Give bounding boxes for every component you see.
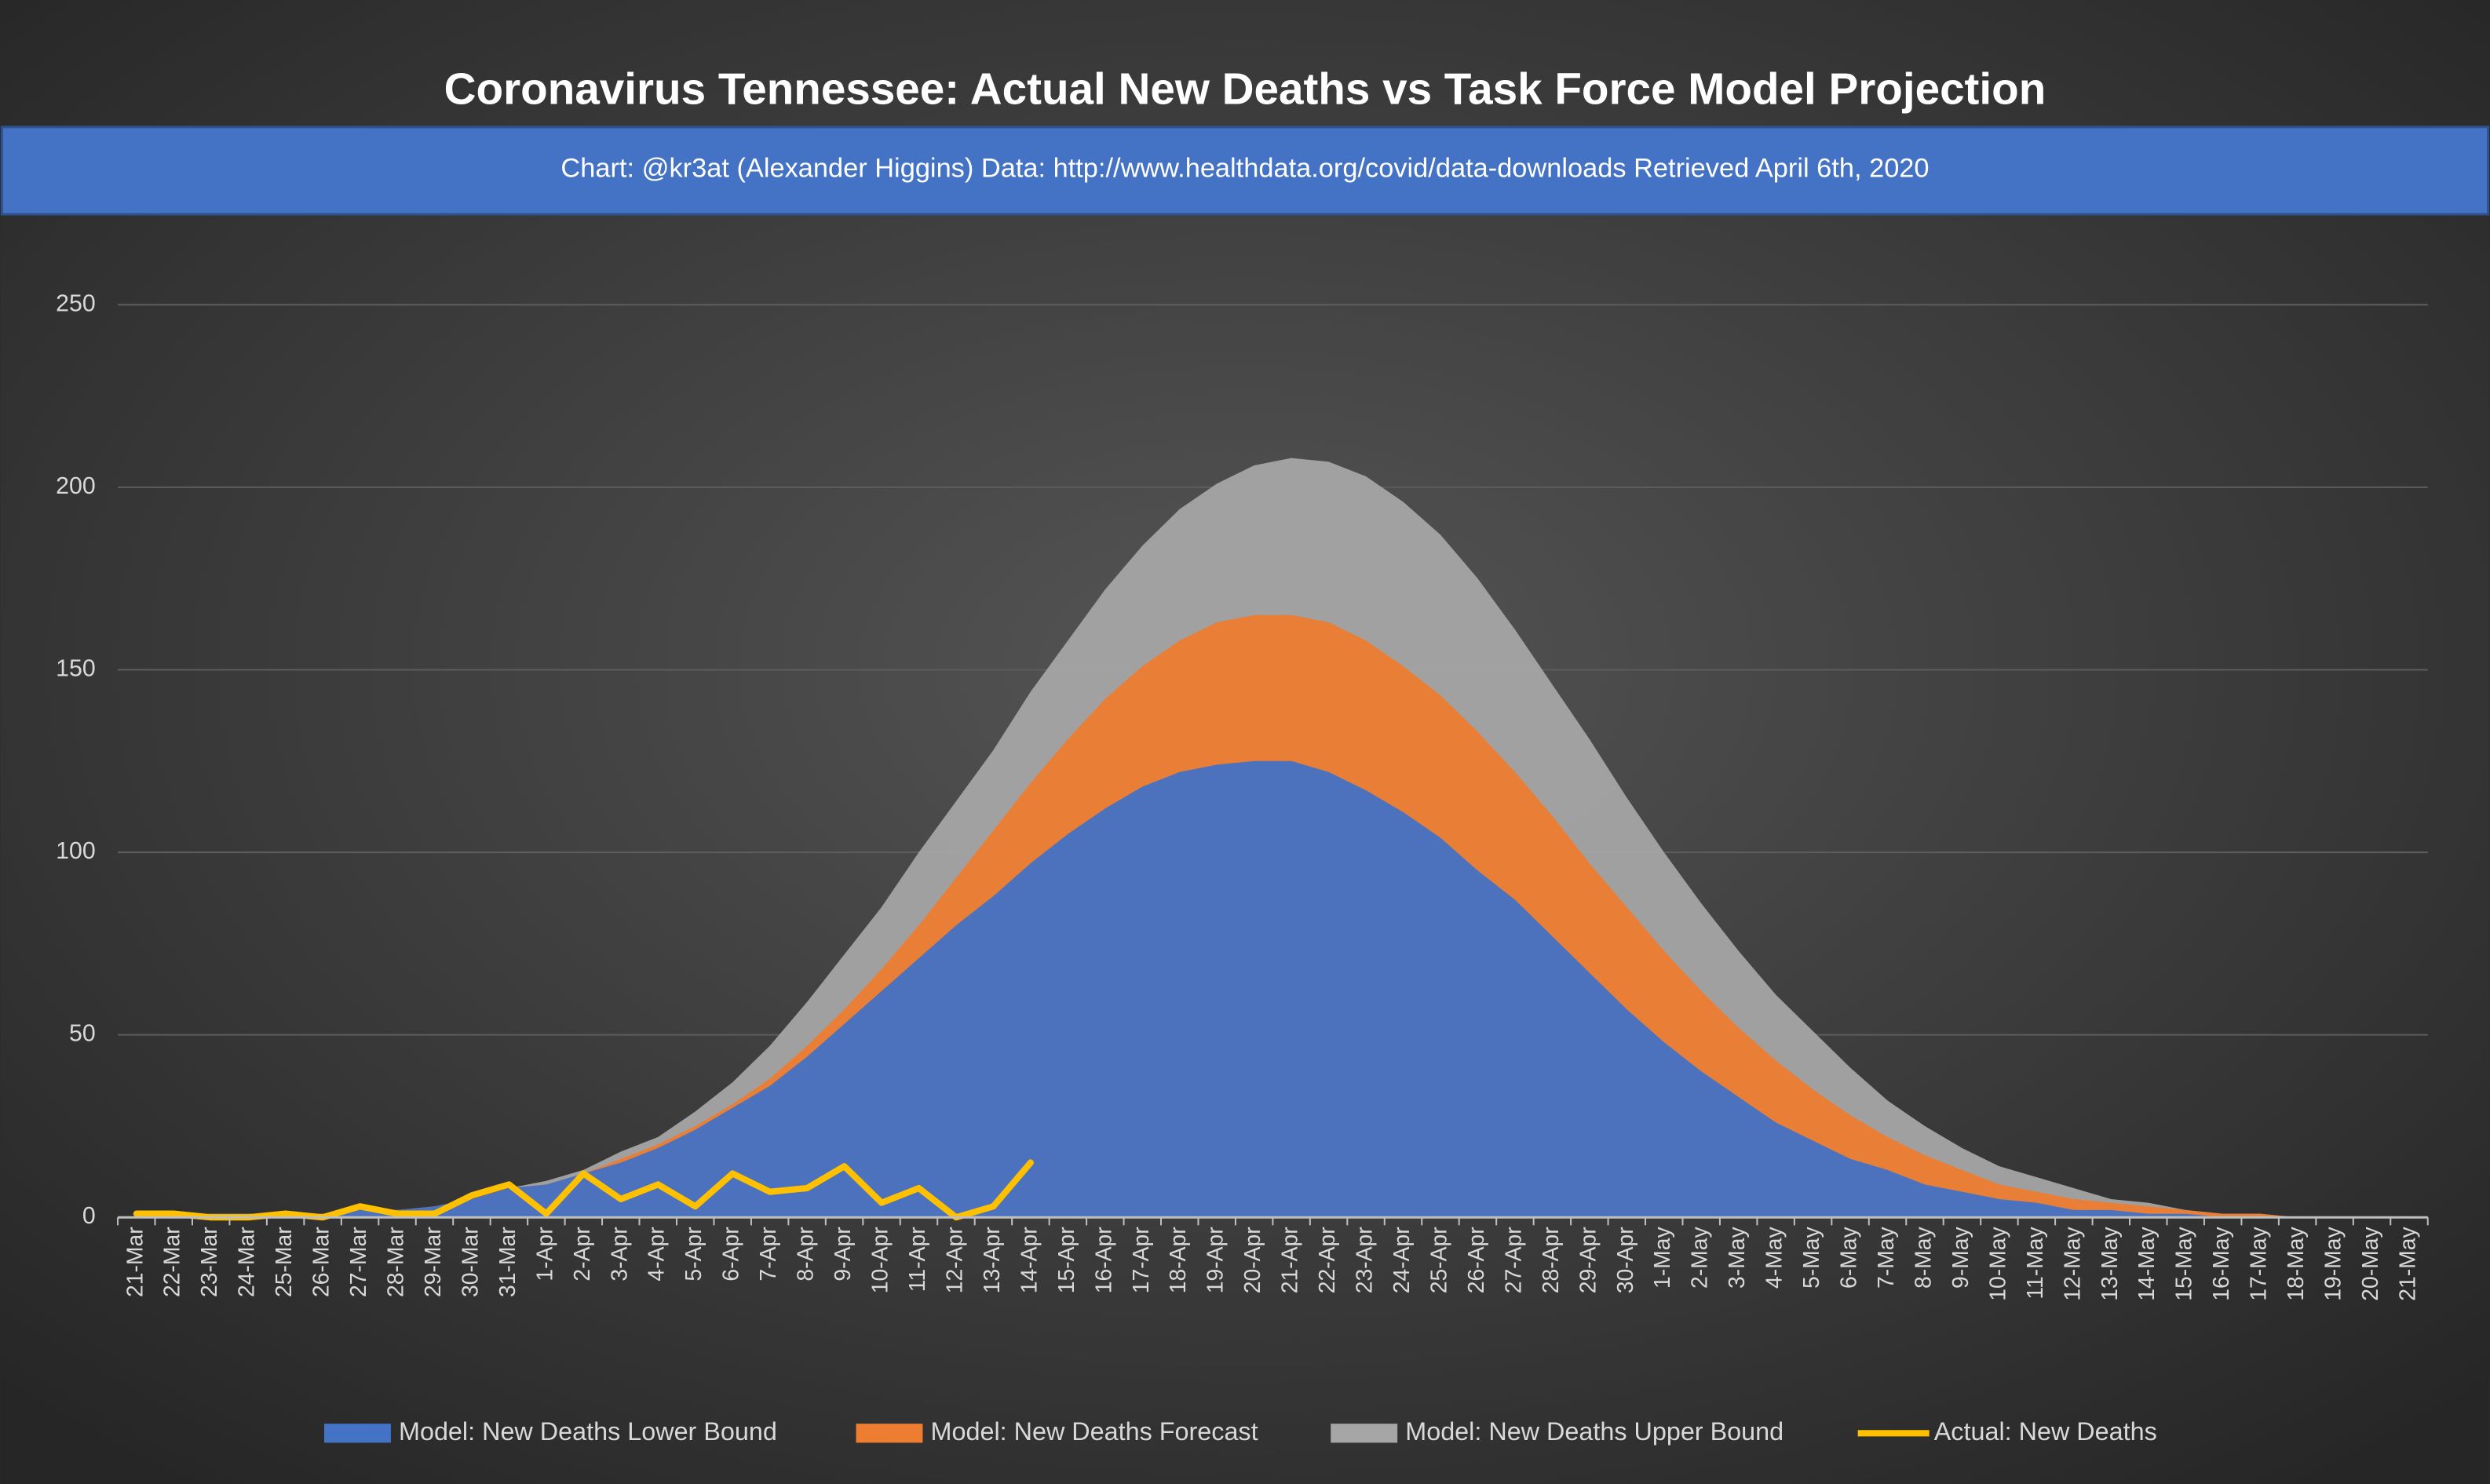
x-tick-label: 9-Apr	[830, 1227, 855, 1281]
x-tick-label: 19-Apr	[1203, 1227, 1228, 1293]
x-tick-label: 3-May	[1724, 1227, 1749, 1289]
x-tick-label: 16-Apr	[1090, 1227, 1115, 1293]
x-tick-label: 10-Apr	[867, 1227, 893, 1293]
x-tick-label: 12-May	[2059, 1227, 2084, 1301]
x-tick-label: 16-May	[2208, 1227, 2233, 1301]
y-tick-label: 0	[82, 1203, 96, 1229]
area	[136, 760, 2410, 1218]
x-tick-label: 8-Apr	[793, 1227, 818, 1281]
x-tick-label: 26-Apr	[1463, 1227, 1488, 1293]
x-tick-label: 14-Apr	[1016, 1227, 1041, 1293]
legend-swatch	[1331, 1424, 1398, 1443]
x-tick-label: 18-May	[2283, 1227, 2308, 1301]
x-tick-label: 18-Apr	[1165, 1227, 1190, 1293]
x-tick-label: 1-May	[1649, 1227, 1674, 1289]
x-tick-label: 28-Mar	[383, 1227, 408, 1297]
x-tick-label: 22-Mar	[159, 1227, 184, 1297]
x-tick-label: 20-Apr	[1240, 1227, 1265, 1293]
x-tick-label: 5-May	[1798, 1227, 1824, 1289]
x-tick-label: 21-Apr	[1277, 1227, 1302, 1293]
x-tick-label: 9-May	[1948, 1227, 1973, 1289]
y-tick-label: 200	[56, 473, 96, 499]
x-tick-label: 14-May	[2134, 1227, 2159, 1301]
x-tick-label: 12-Apr	[941, 1227, 966, 1293]
chart-title: Coronavirus Tennessee: Actual New Deaths…	[444, 64, 2046, 113]
x-tick-label: 24-Mar	[234, 1227, 259, 1297]
x-tick-label: 6-May	[1836, 1227, 1861, 1289]
x-tick-label: 30-Mar	[457, 1227, 482, 1297]
x-tick-label: 24-Apr	[1389, 1227, 1414, 1293]
legend-label: Actual: New Deaths	[1934, 1417, 2157, 1446]
x-tick-label: 27-Apr	[1500, 1227, 1525, 1293]
legend-label: Model: New Deaths Forecast	[931, 1417, 1258, 1446]
legend-label: Model: New Deaths Lower Bound	[399, 1417, 777, 1446]
x-tick-label: 17-Apr	[1128, 1227, 1153, 1293]
x-tick-label: 15-May	[2171, 1227, 2196, 1301]
x-tick-label: 29-Apr	[1575, 1227, 1600, 1293]
x-tick-label: 25-Apr	[1426, 1227, 1451, 1293]
x-tick-label: 11-May	[2022, 1227, 2047, 1300]
x-tick-label: 28-Apr	[1538, 1227, 1563, 1293]
x-tick-label: 5-Apr	[681, 1227, 706, 1281]
x-tick-label: 13-Apr	[979, 1227, 1004, 1293]
x-tick-label: 26-Mar	[309, 1227, 334, 1297]
subtitle-band	[0, 126, 2490, 216]
x-tick-label: 2-Apr	[569, 1227, 594, 1281]
x-tick-label: 23-Mar	[196, 1227, 221, 1297]
x-tick-label: 30-Apr	[1612, 1227, 1637, 1293]
x-tick-label: 1-Apr	[531, 1227, 557, 1281]
x-tick-label: 27-Mar	[345, 1227, 371, 1297]
x-tick-label: 2-May	[1687, 1227, 1712, 1289]
x-tick-label: 6-Apr	[718, 1227, 743, 1281]
x-tick-label: 4-May	[1762, 1227, 1787, 1289]
legend-label: Model: New Deaths Upper Bound	[1405, 1417, 1784, 1446]
x-tick-label: 20-May	[2357, 1227, 2382, 1301]
x-tick-label: 3-Apr	[606, 1227, 631, 1281]
x-tick-label: 7-Apr	[755, 1227, 780, 1281]
legend-swatch	[323, 1424, 391, 1443]
x-tick-label: 10-May	[1984, 1227, 2010, 1301]
y-tick-label: 150	[56, 655, 96, 681]
x-tick-label: 29-Mar	[420, 1227, 445, 1297]
x-tick-label: 21-May	[2394, 1227, 2419, 1301]
x-tick-label: 7-May	[1873, 1227, 1898, 1289]
x-tick-label: 8-May	[1910, 1227, 1935, 1289]
line	[133, 1159, 1034, 1221]
y-tick-label: 100	[56, 838, 96, 864]
x-tick-label: 21-Mar	[122, 1227, 147, 1297]
x-tick-label: 11-Apr	[904, 1227, 929, 1292]
x-tick-label: 23-Apr	[1352, 1227, 1377, 1293]
x-tick-label: 17-May	[2246, 1227, 2271, 1301]
x-tick-label: 19-May	[2320, 1227, 2346, 1301]
chart-subtitle: Chart: @kr3at (Alexander Higgins) Data: …	[560, 153, 1929, 183]
x-tick-label: 22-Apr	[1314, 1227, 1339, 1293]
x-tick-label: 13-May	[2097, 1227, 2122, 1301]
legend-swatch	[856, 1424, 923, 1443]
x-tick-label: 15-Apr	[1053, 1227, 1079, 1293]
y-tick-label: 50	[69, 1021, 96, 1047]
y-tick-label: 250	[56, 290, 96, 316]
x-tick-label: 31-Mar	[495, 1227, 520, 1297]
x-tick-label: 4-Apr	[644, 1227, 669, 1281]
x-tick-label: 25-Mar	[271, 1227, 296, 1297]
